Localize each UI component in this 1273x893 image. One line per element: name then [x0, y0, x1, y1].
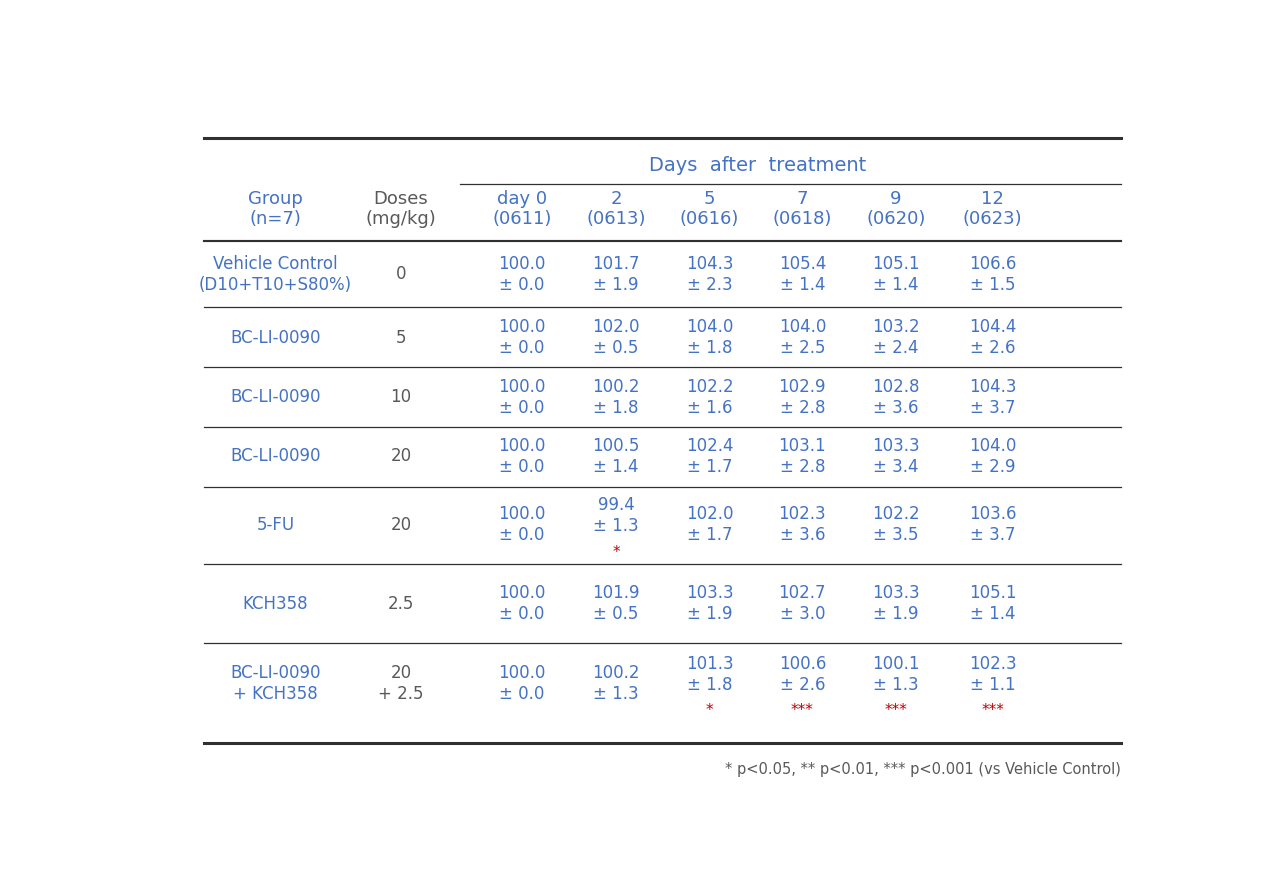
Text: 102.4
± 1.7: 102.4 ± 1.7 [686, 437, 733, 476]
Text: day 0
(0611): day 0 (0611) [493, 189, 552, 229]
Text: 20: 20 [391, 447, 411, 465]
Text: KCH358: KCH358 [243, 595, 308, 613]
Text: 20: 20 [391, 515, 411, 533]
Text: 103.2
± 2.4: 103.2 ± 2.4 [872, 318, 920, 357]
Text: 104.0
± 2.9: 104.0 ± 2.9 [969, 437, 1016, 476]
Text: 102.3
± 3.6: 102.3 ± 3.6 [779, 505, 826, 544]
Text: 104.3
± 2.3: 104.3 ± 2.3 [686, 255, 733, 294]
Text: BC-LI-0090: BC-LI-0090 [230, 388, 321, 406]
Text: Days  after  treatment: Days after treatment [649, 156, 866, 175]
Text: 105.1
± 1.4: 105.1 ± 1.4 [969, 584, 1017, 623]
Text: 104.4
± 2.6: 104.4 ± 2.6 [969, 318, 1016, 357]
Text: 103.3
± 1.9: 103.3 ± 1.9 [686, 584, 733, 623]
Text: 102.0
± 0.5: 102.0 ± 0.5 [592, 318, 639, 357]
Text: Vehicle Control
(D10+T10+S80%): Vehicle Control (D10+T10+S80%) [199, 255, 353, 294]
Text: 102.0
± 1.7: 102.0 ± 1.7 [686, 505, 733, 544]
Text: 102.2
± 3.5: 102.2 ± 3.5 [872, 505, 920, 544]
Text: 5-FU: 5-FU [256, 515, 294, 533]
Text: 9
(0620): 9 (0620) [867, 189, 925, 229]
Text: 100.2
± 1.8: 100.2 ± 1.8 [592, 378, 639, 417]
Text: *: * [705, 704, 713, 718]
Text: 100.0
± 0.0: 100.0 ± 0.0 [499, 378, 546, 417]
Text: 102.3
± 1.1: 102.3 ± 1.1 [969, 655, 1017, 694]
Text: 10: 10 [391, 388, 411, 406]
Text: 103.3
± 3.4: 103.3 ± 3.4 [872, 437, 920, 476]
Text: 104.0
± 2.5: 104.0 ± 2.5 [779, 318, 826, 357]
Text: 99.4
± 1.3: 99.4 ± 1.3 [593, 497, 639, 535]
Text: 100.0
± 0.0: 100.0 ± 0.0 [499, 505, 546, 544]
Text: 5
(0616): 5 (0616) [680, 189, 740, 229]
Text: 12
(0623): 12 (0623) [962, 189, 1022, 229]
Text: 104.0
± 1.8: 104.0 ± 1.8 [686, 318, 733, 357]
Text: 100.6
± 2.6: 100.6 ± 2.6 [779, 655, 826, 694]
Text: 100.5
± 1.4: 100.5 ± 1.4 [592, 437, 639, 476]
Text: BC-LI-0090
+ KCH358: BC-LI-0090 + KCH358 [230, 664, 321, 703]
Text: 20
+ 2.5: 20 + 2.5 [378, 664, 424, 703]
Text: 104.3
± 3.7: 104.3 ± 3.7 [969, 378, 1017, 417]
Text: 106.6
± 1.5: 106.6 ± 1.5 [969, 255, 1016, 294]
Text: ***: *** [885, 704, 908, 718]
Text: 102.2
± 1.6: 102.2 ± 1.6 [686, 378, 733, 417]
Text: 100.0
± 0.0: 100.0 ± 0.0 [499, 584, 546, 623]
Text: 7
(0618): 7 (0618) [773, 189, 833, 229]
Text: 103.6
± 3.7: 103.6 ± 3.7 [969, 505, 1017, 544]
Text: 103.1
± 2.8: 103.1 ± 2.8 [779, 437, 826, 476]
Text: ***: *** [791, 704, 813, 718]
Text: 102.8
± 3.6: 102.8 ± 3.6 [872, 378, 920, 417]
Text: 105.1
± 1.4: 105.1 ± 1.4 [872, 255, 920, 294]
Text: 100.2
± 1.3: 100.2 ± 1.3 [592, 664, 639, 703]
Text: 5: 5 [396, 329, 406, 346]
Text: 100.0
± 0.0: 100.0 ± 0.0 [499, 664, 546, 703]
Text: 100.1
± 1.3: 100.1 ± 1.3 [872, 655, 920, 694]
Text: 0: 0 [396, 265, 406, 283]
Text: 2.5: 2.5 [388, 595, 414, 613]
Text: ***: *** [981, 704, 1004, 718]
Text: BC-LI-0090: BC-LI-0090 [230, 329, 321, 346]
Text: 103.3
± 1.9: 103.3 ± 1.9 [872, 584, 920, 623]
Text: Doses
(mg/kg): Doses (mg/kg) [365, 189, 437, 229]
Text: 100.0
± 0.0: 100.0 ± 0.0 [499, 437, 546, 476]
Text: 100.0
± 0.0: 100.0 ± 0.0 [499, 255, 546, 294]
Text: * p<0.05, ** p<0.01, *** p<0.001 (vs Vehicle Control): * p<0.05, ** p<0.01, *** p<0.001 (vs Veh… [726, 762, 1122, 777]
Text: 102.9
± 2.8: 102.9 ± 2.8 [779, 378, 826, 417]
Text: 102.7
± 3.0: 102.7 ± 3.0 [779, 584, 826, 623]
Text: 2
(0613): 2 (0613) [586, 189, 645, 229]
Text: 101.9
± 0.5: 101.9 ± 0.5 [592, 584, 639, 623]
Text: 101.7
± 1.9: 101.7 ± 1.9 [592, 255, 639, 294]
Text: *: * [612, 545, 620, 560]
Text: BC-LI-0090: BC-LI-0090 [230, 447, 321, 465]
Text: 105.4
± 1.4: 105.4 ± 1.4 [779, 255, 826, 294]
Text: 100.0
± 0.0: 100.0 ± 0.0 [499, 318, 546, 357]
Text: Group
(n=7): Group (n=7) [248, 189, 303, 229]
Text: 101.3
± 1.8: 101.3 ± 1.8 [686, 655, 733, 694]
